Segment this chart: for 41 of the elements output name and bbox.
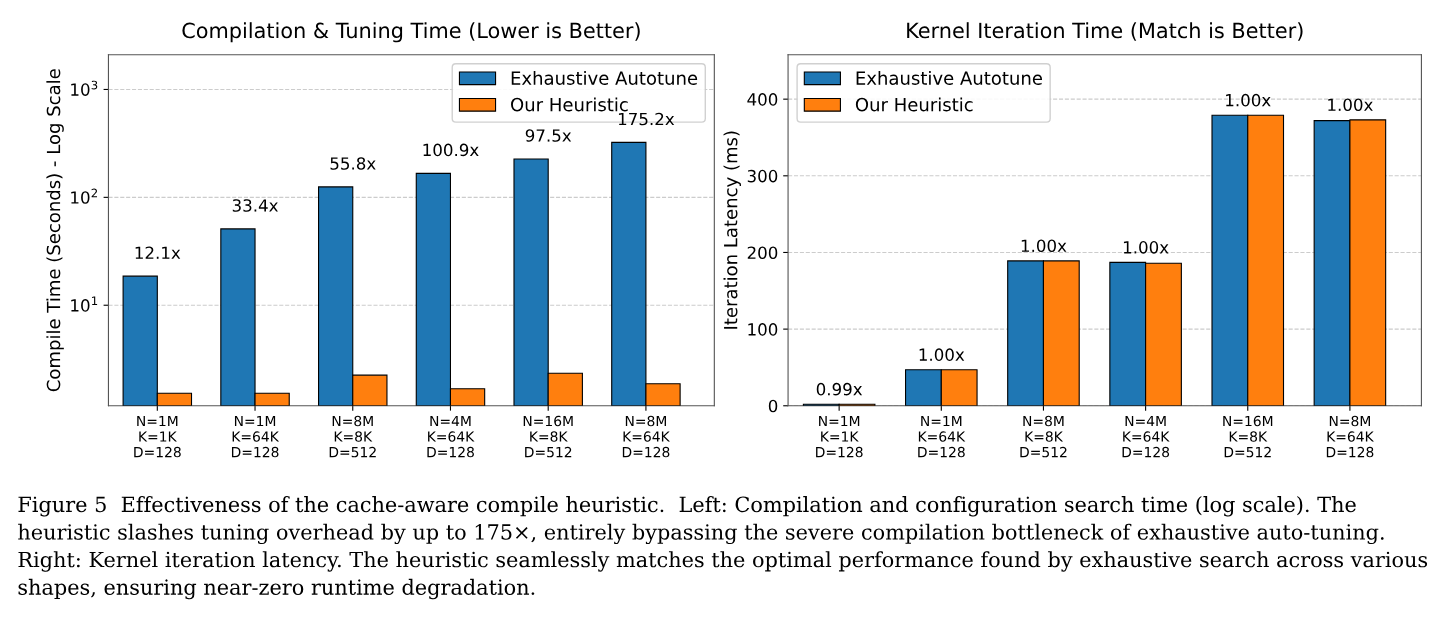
y-tick-label: 200 [747,246,778,260]
x-tick-label: N=1M K=1K D=128 [134,415,181,458]
annotation: 33.4x [232,199,278,212]
x-tick-label: N=1M K=64K D=128 [231,415,280,458]
y-tick-label: 10$^{3}$ [71,80,98,96]
x-tick-label: N=4M K=64K D=128 [1122,415,1170,458]
x-tick-label: N=4M K=64K D=128 [427,415,475,458]
annotation: 1.00x [1021,239,1067,253]
annotation: 55.8x [330,157,376,170]
y-axis-title: Iteration Latency (ms) [723,131,741,329]
x-tick-label: N=1M K=1K D=128 [816,415,863,458]
x-tick-label: N=16M K=8K D=512 [523,415,573,458]
annotation: 1.00x [1328,98,1373,112]
chart-title: Kernel Iteration Time (Match is Better) [907,22,1303,41]
annotation: 12.1x [135,246,181,259]
annotation: 175.2x [618,112,675,126]
legend-label: Our Heuristic [511,97,628,112]
caption: Figure 5 Effectiveness of the cache-aware compile heuristic. Left: Compilation and configuration search time (log scale). The heuristic slashes tuning overhead by up to 175×, entirely bypassing the severe compilation bottleneck of exhaustive auto-tuning. Right: Kernel iteration latency. The heuristic seamlessly matches the optimal performance found by exhaustive search across various shapes, ensuring near-zero runtime degradation. [18,496,1428,600]
legend-label: Our Heuristic [855,97,973,112]
x-tick-label: N=8M K=64K D=128 [622,415,670,458]
y-tick-label: 400 [747,93,778,106]
legend-label: Exhaustive Autotune [511,70,698,85]
x-tick-label: N=1M K=64K D=128 [918,415,966,458]
y-tick-label: 300 [747,169,778,183]
annotation: 0.99x [816,382,863,396]
annotation: 1.00x [1226,93,1271,107]
y-tick-label: 100 [748,323,778,336]
legend-label: Exhaustive Autotune [856,70,1042,85]
y-tick-label: 10$^{2}$ [71,188,98,204]
y-tick-label: 10$^{1}$ [71,296,98,312]
chart-title: Compilation & Tuning Time (Lower is Better) [182,22,640,43]
annotation: 100.9x [423,143,479,157]
y-tick-label: 0 [768,399,778,413]
x-tick-label: N=8M K=64K D=128 [1326,415,1374,458]
x-tick-label: N=8M K=8K D=512 [329,415,376,458]
x-tick-label: N=16M K=8K D=512 [1223,415,1273,458]
x-tick-label: N=8M K=8K D=512 [1020,415,1067,458]
annotation: 1.00x [919,348,965,361]
y-axis-title: Compile Time (Seconds) - Log Scale [46,69,64,392]
annotation: 97.5x [525,129,572,142]
annotation: 1.00x [1123,241,1169,254]
